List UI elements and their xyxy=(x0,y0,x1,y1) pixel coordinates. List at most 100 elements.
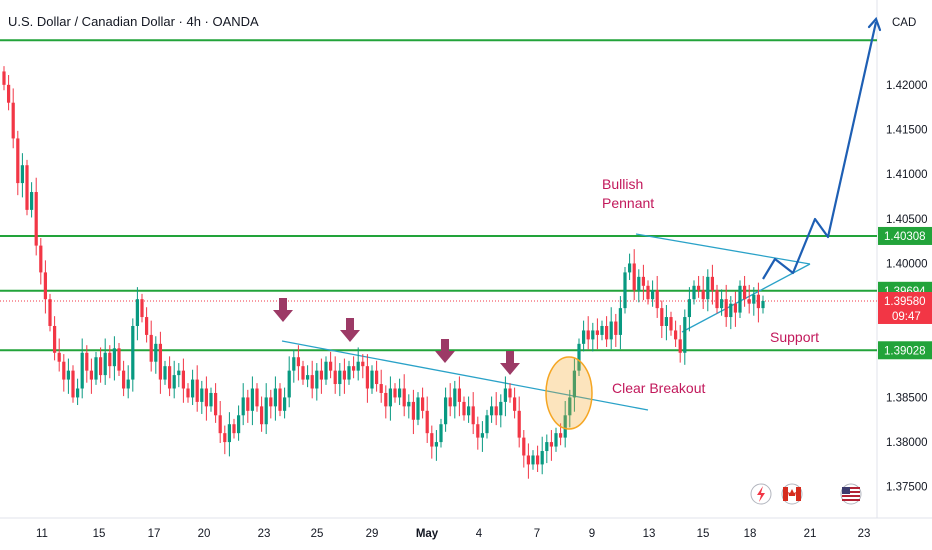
candle[interactable] xyxy=(121,360,126,397)
candle[interactable] xyxy=(94,351,98,385)
candle[interactable] xyxy=(738,280,742,318)
candle[interactable] xyxy=(278,383,282,417)
candle[interactable] xyxy=(614,313,618,347)
candle[interactable] xyxy=(480,421,485,452)
candle[interactable] xyxy=(701,275,705,310)
candle[interactable] xyxy=(453,380,457,419)
candle[interactable] xyxy=(577,338,581,376)
candle[interactable] xyxy=(494,392,498,426)
candle[interactable] xyxy=(407,394,411,419)
candle[interactable] xyxy=(200,380,204,414)
candle[interactable] xyxy=(117,342,121,376)
candle[interactable] xyxy=(163,360,167,385)
candle[interactable] xyxy=(609,307,613,350)
candle[interactable] xyxy=(43,260,48,314)
candle[interactable] xyxy=(664,304,669,341)
candle[interactable] xyxy=(66,358,71,394)
candle[interactable] xyxy=(696,275,701,298)
canada-flag-icon[interactable] xyxy=(781,483,803,505)
candle[interactable] xyxy=(112,336,117,381)
candle[interactable] xyxy=(181,358,186,403)
candle[interactable] xyxy=(374,360,379,392)
candle[interactable] xyxy=(411,389,416,435)
lightning-icon[interactable] xyxy=(750,483,772,505)
candle[interactable] xyxy=(218,401,222,443)
candle[interactable] xyxy=(25,159,29,216)
candle[interactable] xyxy=(301,360,305,385)
price-axis[interactable] xyxy=(877,0,932,550)
candle[interactable] xyxy=(618,296,623,350)
candle[interactable] xyxy=(549,430,554,461)
candle[interactable] xyxy=(466,396,471,423)
candle[interactable] xyxy=(292,349,296,383)
candle[interactable] xyxy=(204,376,209,421)
projection-path[interactable] xyxy=(762,21,878,280)
candle[interactable] xyxy=(296,345,301,381)
candle[interactable] xyxy=(333,356,337,394)
candle[interactable] xyxy=(623,267,627,314)
candle[interactable] xyxy=(149,320,153,372)
candle[interactable] xyxy=(6,75,11,111)
candle[interactable] xyxy=(232,418,236,439)
descending-trendline[interactable] xyxy=(281,340,649,411)
candle[interactable] xyxy=(361,354,365,379)
candle[interactable] xyxy=(158,331,163,394)
candle[interactable] xyxy=(347,360,351,385)
candle[interactable] xyxy=(591,322,595,352)
candle[interactable] xyxy=(448,383,452,417)
candle[interactable] xyxy=(756,282,761,323)
candle[interactable] xyxy=(62,354,66,392)
candle[interactable] xyxy=(673,320,678,347)
candle[interactable] xyxy=(604,316,609,347)
candle[interactable] xyxy=(264,383,268,435)
candle[interactable] xyxy=(108,345,112,379)
candle[interactable] xyxy=(282,387,287,419)
candle[interactable] xyxy=(48,293,52,332)
candle[interactable] xyxy=(761,295,765,314)
candle[interactable] xyxy=(485,409,489,439)
pennant-upper-line[interactable] xyxy=(635,233,811,265)
candle[interactable] xyxy=(273,376,278,421)
candle[interactable] xyxy=(370,365,374,394)
candle[interactable] xyxy=(719,289,724,316)
candle[interactable] xyxy=(351,356,356,379)
candle[interactable] xyxy=(715,284,719,314)
candle[interactable] xyxy=(706,269,710,312)
candle[interactable] xyxy=(600,320,604,341)
candle[interactable] xyxy=(724,284,728,327)
candle[interactable] xyxy=(425,396,429,443)
candle[interactable] xyxy=(393,383,397,403)
candle[interactable] xyxy=(572,358,577,412)
breakout-circle[interactable] xyxy=(545,356,593,430)
candle[interactable] xyxy=(687,287,692,332)
candle[interactable] xyxy=(80,338,84,399)
candle[interactable] xyxy=(365,354,370,403)
candle[interactable] xyxy=(2,66,6,91)
candle[interactable] xyxy=(342,358,347,394)
candle[interactable] xyxy=(733,291,738,327)
candle[interactable] xyxy=(29,182,34,218)
candle[interactable] xyxy=(85,345,89,383)
candle[interactable] xyxy=(457,376,462,417)
candle[interactable] xyxy=(16,130,20,196)
candle[interactable] xyxy=(586,316,590,350)
candle[interactable] xyxy=(287,356,291,408)
candle[interactable] xyxy=(75,378,80,406)
candle[interactable] xyxy=(144,307,149,343)
candle[interactable] xyxy=(255,383,259,412)
candle[interactable] xyxy=(397,378,402,406)
candle[interactable] xyxy=(489,396,494,423)
candle[interactable] xyxy=(692,280,696,305)
candle[interactable] xyxy=(209,387,213,412)
candle[interactable] xyxy=(223,425,227,455)
candle[interactable] xyxy=(710,264,715,305)
candle[interactable] xyxy=(131,318,135,392)
candle[interactable] xyxy=(172,360,176,399)
candle[interactable] xyxy=(503,376,508,417)
candle[interactable] xyxy=(512,387,517,419)
candle[interactable] xyxy=(443,387,448,432)
candle[interactable] xyxy=(747,284,751,314)
candle[interactable] xyxy=(462,396,466,421)
candle[interactable] xyxy=(660,300,664,339)
candle[interactable] xyxy=(154,336,158,374)
